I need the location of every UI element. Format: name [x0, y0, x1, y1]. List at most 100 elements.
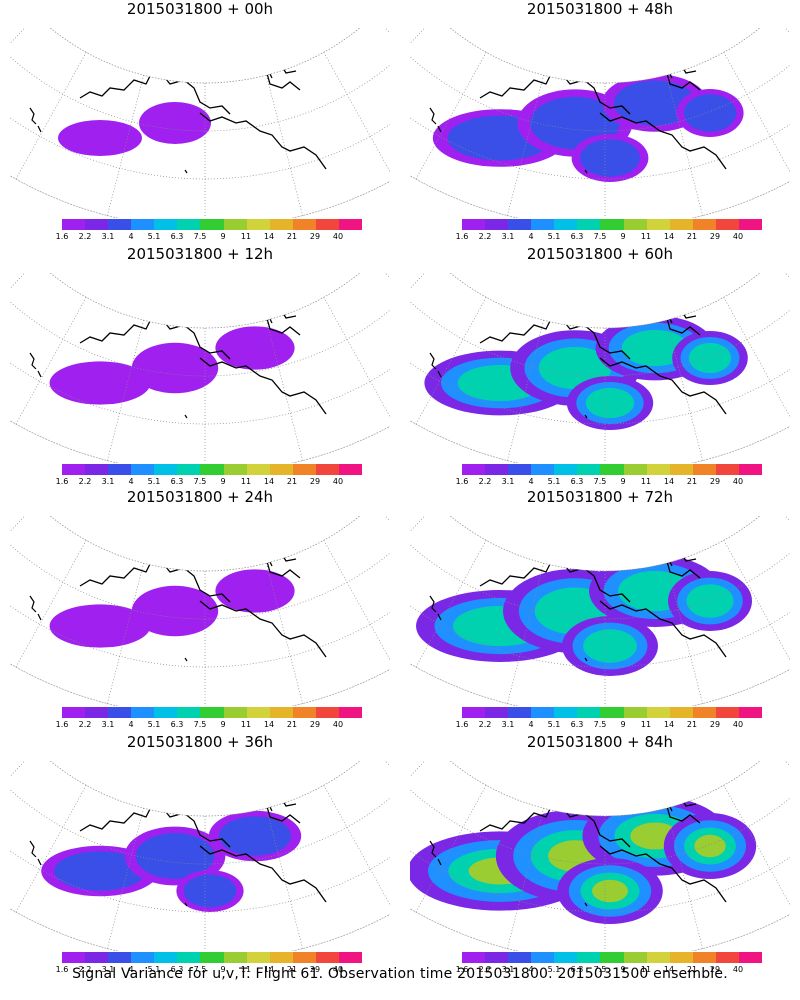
colorbar-swatch — [62, 707, 86, 718]
latitude-line — [49, 273, 361, 329]
colorbar-tick-label: 40 — [732, 720, 744, 729]
colorbar-swatch — [131, 464, 155, 475]
figure-caption: Signal Variance for u,v,T. Flight 61. Ob… — [72, 966, 728, 982]
panel-title: 2015031800 + 60h — [526, 245, 674, 263]
variance-contour — [215, 569, 295, 613]
colorbar-tick-label: 14 — [663, 720, 675, 729]
colorbar-tick-label: 7.5 — [593, 232, 607, 241]
colorbar-swatch — [738, 219, 763, 230]
panel-title: 2015031800 + 72h — [526, 488, 674, 506]
colorbar-swatch — [269, 707, 293, 718]
colorbar-swatch — [692, 219, 716, 230]
map-panel: 2015031800 + 60h 1.6 2.2 3.1 4 5.1 6.3 7.5 9 11 14… — [400, 245, 800, 490]
islands — [29, 595, 188, 662]
colorbar-tick-label: 3.1 — [101, 232, 115, 241]
colorbar-tick-label: 3.1 — [501, 477, 515, 486]
coastline-segment — [639, 292, 697, 324]
colorbar-tick-label: 11 — [640, 232, 652, 241]
map-panel: 2015031800 + 84h 1.6 2.2 3.1 4 5.1 6.3 7.5 9 11 14… — [400, 733, 800, 978]
colorbar-swatch — [600, 707, 624, 718]
coastline-segment — [599, 357, 727, 415]
colorbar-swatch — [177, 464, 201, 475]
variance-contour — [131, 585, 219, 637]
colorbar-swatch — [715, 464, 739, 475]
panel-title: 2015031800 + 00h — [126, 0, 274, 18]
longitude-line — [666, 563, 703, 704]
longitude-line — [507, 563, 544, 704]
colorbar — [462, 219, 763, 230]
longitude-line — [410, 273, 426, 289]
colorbar-tick-label: 21 — [686, 965, 698, 974]
colorbar-swatch — [508, 219, 532, 230]
colorbar-tick-label: 11 — [640, 965, 652, 974]
variance-contour — [131, 342, 219, 394]
colorbar-tick-label: 4 — [528, 477, 534, 486]
latitude-line — [449, 273, 761, 329]
lat-lon-grid — [410, 273, 790, 463]
longitude-line — [107, 75, 144, 216]
variance-contour — [49, 604, 151, 648]
colorbar-swatch — [292, 707, 316, 718]
colorbar-tick-label: 3.1 — [101, 965, 115, 974]
island — [184, 902, 188, 907]
colorbar-swatch — [131, 707, 155, 718]
variance-field — [41, 810, 302, 912]
island — [429, 352, 442, 378]
map-panel: 2015031800 + 00h 1.6 2.2 3.1 4 5.1 6.3 7.5 9 11 14… — [0, 0, 400, 245]
colorbar-swatch — [485, 952, 509, 963]
colorbar-tick-label: 3.1 — [501, 720, 515, 729]
latitude-line — [410, 605, 790, 668]
islands — [29, 107, 188, 174]
colorbar-swatch — [738, 464, 763, 475]
lat-lon-grid — [410, 516, 790, 706]
colorbar-tick-label: 29 — [309, 965, 321, 974]
colorbar-swatch — [462, 707, 486, 718]
colorbar-labels: 1.6 2.2 3.1 4 5.1 6.3 7.5 9 11 14 21 29 40 — [55, 720, 375, 730]
colorbar-tick-label: 4 — [128, 477, 134, 486]
longitude-line — [384, 516, 390, 522]
coastline-segment — [199, 845, 327, 903]
longitude-line — [384, 273, 390, 279]
island — [184, 414, 188, 419]
colorbar-tick-label: 4 — [528, 232, 534, 241]
colorbar-swatch — [131, 219, 155, 230]
variance-contour — [183, 874, 237, 908]
island — [29, 107, 42, 133]
variance-contour — [139, 102, 211, 144]
colorbar-swatch — [692, 952, 716, 963]
colorbar-tick-label: 7.5 — [593, 477, 607, 486]
colorbar-swatch — [223, 219, 247, 230]
coastline-segment — [239, 535, 297, 567]
island — [184, 657, 188, 662]
colorbar-swatch — [462, 952, 486, 963]
colorbar-tick-label: 14 — [663, 477, 675, 486]
longitude-line — [784, 28, 790, 34]
polar-map — [410, 273, 790, 463]
colorbar-swatch — [154, 952, 178, 963]
variance-contour — [613, 80, 697, 126]
polar-map — [410, 28, 790, 218]
longitude-line — [723, 785, 790, 906]
longitude-line — [415, 297, 487, 425]
colorbar-swatch — [600, 219, 624, 230]
colorbar-swatch — [223, 464, 247, 475]
coastline-segment — [199, 112, 327, 170]
colorbar-swatch — [577, 464, 601, 475]
panel-title: 2015031800 + 12h — [126, 245, 274, 263]
colorbar — [462, 464, 763, 475]
variance-field — [49, 326, 295, 405]
islands — [429, 595, 588, 662]
colorbar-swatch — [531, 952, 555, 963]
islands — [29, 840, 188, 907]
coastline-segment — [219, 59, 301, 91]
colorbar-swatch — [292, 952, 316, 963]
latitude-line — [49, 28, 361, 84]
colorbar-tick-label: 21 — [286, 720, 298, 729]
colorbar-tick-label: 4 — [528, 965, 534, 974]
colorbar-tick-label: 11 — [640, 477, 652, 486]
colorbar-tick-label: 14 — [663, 232, 675, 241]
polar-map — [410, 761, 790, 951]
colorbar-tick-label: 6.3 — [170, 232, 184, 241]
colorbar-tick-label: 2.2 — [478, 232, 492, 241]
longitude-line — [384, 28, 390, 34]
